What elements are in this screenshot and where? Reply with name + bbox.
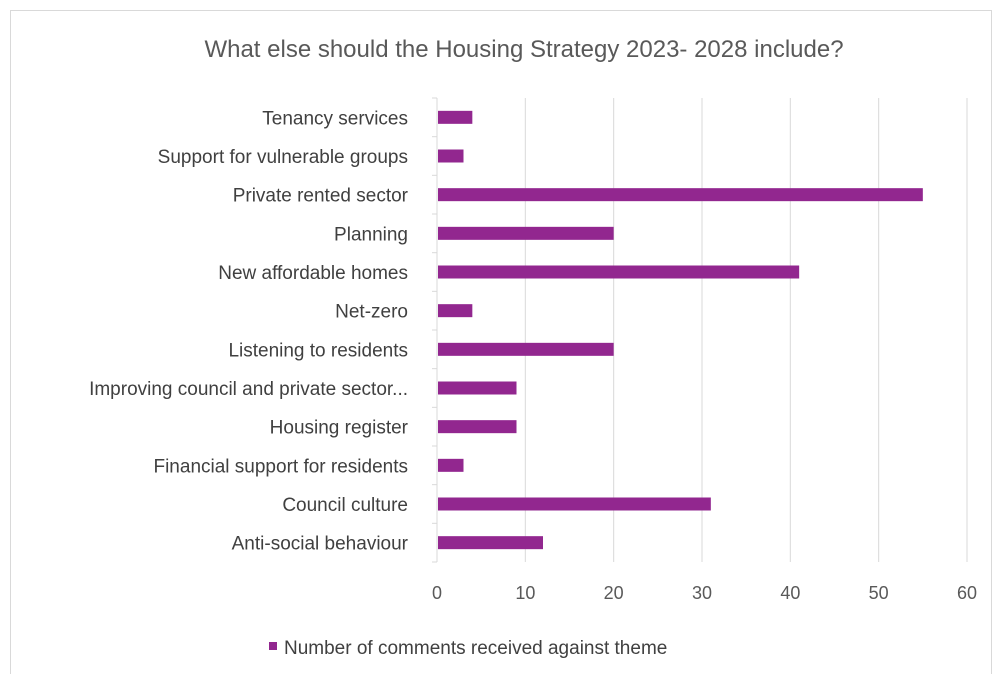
bar <box>438 420 517 434</box>
category-label: Financial support for residents <box>153 456 408 477</box>
chart-title: What else should the Housing Strategy 20… <box>204 36 843 63</box>
category-label: Housing register <box>270 418 409 439</box>
x-tick-labels: 0 10 20 30 40 50 60 <box>432 583 977 603</box>
x-tick-label: 60 <box>957 583 977 603</box>
bar <box>438 381 517 395</box>
legend: Number of comments received against them… <box>269 638 667 659</box>
gridlines <box>432 97 968 563</box>
category-label: Listening to residents <box>228 340 408 361</box>
category-label: Private rented sector <box>233 186 409 207</box>
bar <box>438 458 464 472</box>
bar <box>438 342 614 356</box>
category-label: Council culture <box>282 495 408 516</box>
category-label: Tenancy services <box>262 108 408 129</box>
x-tick-label: 10 <box>515 583 535 603</box>
chart-frame <box>10 10 992 674</box>
legend-swatch <box>269 642 277 650</box>
bar <box>438 536 543 550</box>
category-label: Net-zero <box>335 302 408 323</box>
category-label: Planning <box>334 224 408 245</box>
x-tick-label: 20 <box>604 583 624 603</box>
bar <box>438 304 473 318</box>
category-label: Improving council and private sector... <box>89 379 408 400</box>
bar <box>438 226 614 240</box>
bar <box>438 110 473 124</box>
category-label: Support for vulnerable groups <box>158 147 408 168</box>
bar <box>438 188 923 202</box>
x-tick-label: 30 <box>692 583 712 603</box>
category-label: New affordable homes <box>218 263 408 284</box>
x-tick-label: 50 <box>869 583 889 603</box>
bar <box>438 265 800 279</box>
category-label: Anti-social behaviour <box>232 534 409 555</box>
bars <box>438 110 923 550</box>
x-tick-label: 40 <box>780 583 800 603</box>
bar <box>438 149 464 163</box>
bar <box>438 497 711 511</box>
category-labels: Tenancy services Support for vulnerable g… <box>89 108 409 554</box>
legend-label: Number of comments received against them… <box>284 638 667 659</box>
x-tick-label: 0 <box>432 583 442 603</box>
